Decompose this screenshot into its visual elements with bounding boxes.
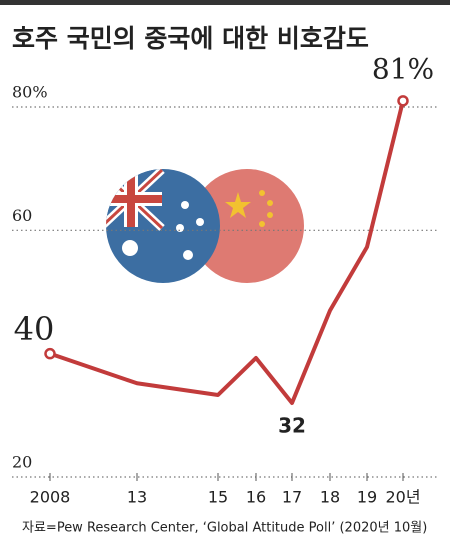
point bbox=[44, 347, 56, 360]
point bbox=[397, 95, 409, 107]
chart-title: 호주 국민의 중국에 대한 비호감도 bbox=[12, 24, 369, 53]
y-tick-label: 80% bbox=[12, 83, 48, 102]
x-tick-label: 17 bbox=[282, 488, 302, 507]
x-tick-label: 19 bbox=[357, 488, 377, 507]
source-note: 자료=Pew Research Center, ‘Global Attitude… bbox=[22, 521, 427, 536]
x-tick-label: 20년 bbox=[385, 488, 420, 507]
china-flag bbox=[190, 169, 304, 283]
x-tick-label: 18 bbox=[320, 488, 340, 507]
flags bbox=[106, 169, 304, 283]
x-tick-label: 13 bbox=[127, 488, 147, 507]
x-tick-label: 16 bbox=[246, 488, 266, 507]
x-tick-label: 2008 bbox=[30, 488, 71, 507]
y-tick-label: 60 bbox=[12, 206, 32, 225]
value-label: 40 bbox=[14, 310, 55, 348]
x-tick-label: 15 bbox=[208, 488, 228, 507]
value-label: 81% bbox=[372, 52, 434, 85]
data-line bbox=[49, 100, 405, 405]
y-tick-label: 20 bbox=[12, 453, 32, 472]
top-rule bbox=[0, 0, 450, 5]
australia-flag bbox=[106, 169, 220, 283]
value-label: 32 bbox=[278, 414, 306, 438]
